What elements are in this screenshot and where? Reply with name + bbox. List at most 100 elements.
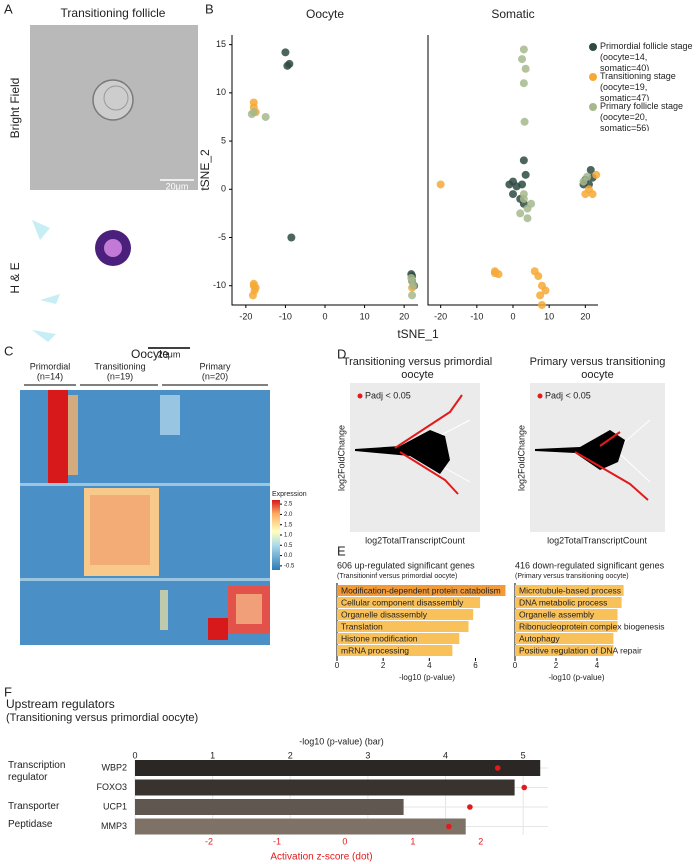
chart-subtitle: (Primary versus transitioning oocyte) (515, 573, 629, 580)
bar-label: Ribonucleoprotein complex biogenesis (519, 621, 665, 631)
y-axis-label: log2FoldChange (516, 425, 526, 491)
x-tick-label: 0 (510, 311, 515, 321)
row-label: H & E (8, 262, 22, 293)
bar-label: Microtubule-based process (519, 585, 621, 595)
x-tick-label: 20 (399, 311, 409, 321)
group-label: Transporter (8, 801, 60, 812)
legend-label-box: Primordial follicle stage (oocyte=14, so… (600, 41, 693, 71)
bar-label: Translation (341, 621, 383, 631)
panel-label: C (4, 343, 13, 358)
point (521, 170, 530, 179)
x-tick-label: 0 (132, 750, 137, 760)
group-label: Peptidase (8, 819, 53, 830)
x-tick-label: 2 (554, 661, 559, 670)
point (408, 291, 417, 300)
category-label: FOXO3 (96, 782, 127, 792)
scale-bar-label: 20μm (158, 349, 181, 359)
bar (337, 609, 474, 620)
group-label: Primordial (30, 361, 71, 371)
bar (337, 645, 453, 656)
point (283, 61, 292, 70)
chart-title: 416 down-regulated significant genes (515, 560, 665, 570)
group-label-box: Peptidase (8, 819, 53, 830)
bar (515, 645, 614, 656)
row-label: Bright Field (8, 78, 22, 139)
bar-label: Autophagy (519, 633, 560, 643)
z-axis-label: Activation z-score (dot) (270, 852, 372, 863)
colorbar-tick-label: 0.0 (284, 553, 293, 559)
point (588, 190, 597, 199)
y-tick-label: 5 (221, 135, 226, 145)
point (583, 172, 592, 181)
legend-label: Primordial follicle stage (oocyte=14, so… (600, 41, 693, 71)
bar (515, 597, 622, 608)
y-tick-label: 10 (216, 87, 226, 97)
bar (337, 621, 469, 632)
colorbar-title: Expression (272, 491, 307, 498)
panel-a-title: Transitioning follicle (61, 6, 166, 20)
chart-title: 606 up-regulated significant genes (337, 560, 475, 570)
bar-label: Organelle assembly (519, 609, 595, 619)
bar-label: Modification-dependent protein catabolis… (341, 585, 501, 595)
colorbar-tick-label: 1.0 (284, 533, 293, 539)
bar (337, 597, 481, 608)
x-axis-label: tSNE_1 (397, 327, 439, 341)
point (512, 182, 521, 191)
bar-label: mRNA processing (341, 645, 409, 655)
point (527, 199, 536, 208)
bar (135, 818, 466, 835)
group-label: Transitioning (94, 361, 145, 371)
x-tick-label: 1 (210, 750, 215, 760)
bar (135, 799, 404, 815)
chart-subtitle: (Transitioninf versus primordial oocyte) (337, 573, 457, 580)
axis-line (427, 35, 598, 306)
x-axis-label: -log10 (p-value) (399, 673, 455, 682)
colorbar-tick-label: 2.0 (284, 512, 293, 518)
x-tick-label: 10 (544, 311, 554, 321)
z-tick-label: -1 (273, 836, 281, 846)
bar-label: Histone modification (341, 633, 418, 643)
colorbar-tick-label: 0.5 (284, 543, 293, 549)
dot (494, 765, 501, 771)
panel-label: B (205, 1, 214, 16)
colorbar-tick-label: 2.5 (284, 502, 293, 508)
point (519, 194, 528, 203)
point (287, 233, 296, 242)
group-label-box: Transporter (8, 801, 60, 812)
y-axis-label: log2FoldChange (336, 425, 346, 491)
point (409, 281, 418, 290)
colorbar-tick-label: -0.5 (284, 563, 295, 569)
scale-bar-label: 20μm (166, 181, 189, 191)
x-tick-label: 10 (360, 311, 370, 321)
x-axis-label: log2TotalTranscriptCount (365, 535, 465, 545)
panel-label: D (337, 346, 346, 361)
legend-label: Transitioning stage (oocyte=19, somatic=… (600, 71, 676, 101)
bar (135, 779, 515, 796)
z-tick-label: 0 (342, 836, 347, 846)
colorbar-tick-label: 1.5 (284, 522, 293, 528)
z-tick-label: 1 (410, 836, 415, 846)
legend-label: Primary follicle stage (oocyte=20, somat… (600, 101, 684, 131)
group-label: Primary (200, 361, 231, 371)
point (261, 112, 270, 121)
legend-marker (589, 43, 597, 51)
group-label: Transcription regulator (8, 760, 66, 783)
point (518, 55, 527, 64)
point (519, 79, 528, 88)
bar-label: Positive regulation of DNA repair (519, 645, 642, 655)
bar (515, 609, 618, 620)
point (407, 274, 416, 282)
x-tick-label: 6 (473, 661, 478, 670)
x-tick-label: 4 (595, 661, 600, 670)
point (521, 64, 530, 73)
x-axis-label: -log10 (p-value) (548, 673, 604, 682)
y-axis-label: tSNE_2 (198, 149, 212, 191)
z-tick-label: -2 (205, 836, 213, 846)
point (519, 156, 528, 165)
legend-label-box: Primary follicle stage (oocyte=20, somat… (600, 101, 684, 131)
ma-plot-title-box: Transitioning versus primordial oocyte (343, 356, 492, 381)
category-label: MMP3 (101, 821, 127, 831)
point (509, 190, 517, 199)
bar-label: Organelle disassembly (341, 609, 428, 619)
